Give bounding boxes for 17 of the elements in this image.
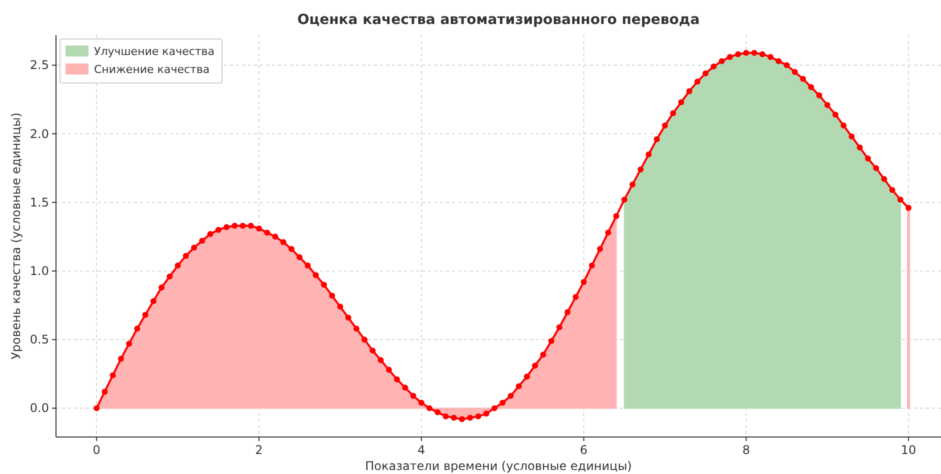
- y-tick-label: 0.0: [30, 401, 49, 416]
- chart-title: Оценка качества автоматизированного перевода: [297, 12, 700, 28]
- y-tick-label: 0.5: [30, 332, 49, 347]
- y-tick-label: 2.5: [30, 58, 49, 72]
- x-axis-title: Показатели времени (условные единицы): [365, 459, 632, 473]
- x-tick-label: 2: [255, 443, 263, 457]
- x-tick-label: 6: [580, 443, 588, 457]
- x-tick-label: 8: [742, 443, 750, 457]
- y-axis-title: Уровень качества (условные единицы): [9, 112, 23, 360]
- y-tick-label: 1.5: [30, 195, 49, 210]
- legend-label: Снижение качества: [94, 63, 210, 76]
- y-tick-label: 2.0: [30, 126, 49, 141]
- x-tick-label: 10: [900, 443, 916, 457]
- x-tick-label: 4: [418, 443, 426, 457]
- x-tick-label: 0: [92, 443, 100, 457]
- y-tick-label: 1.0: [30, 264, 49, 278]
- legend-label: Улучшение качества: [94, 45, 215, 58]
